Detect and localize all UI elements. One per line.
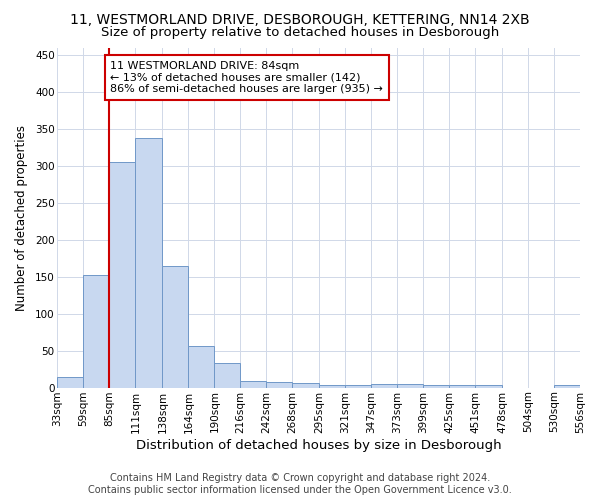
Text: 11 WESTMORLAND DRIVE: 84sqm
← 13% of detached houses are smaller (142)
86% of se: 11 WESTMORLAND DRIVE: 84sqm ← 13% of det…	[110, 61, 383, 94]
Bar	[371, 384, 397, 388]
Bar	[554, 384, 580, 388]
Bar	[423, 386, 449, 388]
Bar	[136, 138, 163, 388]
Bar	[241, 381, 266, 388]
Bar	[449, 386, 475, 388]
Bar	[475, 386, 502, 388]
Bar	[266, 382, 292, 388]
Bar	[83, 274, 109, 388]
Text: 11, WESTMORLAND DRIVE, DESBOROUGH, KETTERING, NN14 2XB: 11, WESTMORLAND DRIVE, DESBOROUGH, KETTE…	[70, 12, 530, 26]
Bar	[188, 346, 214, 388]
Bar	[109, 162, 136, 388]
Text: Contains HM Land Registry data © Crown copyright and database right 2024.
Contai: Contains HM Land Registry data © Crown c…	[88, 474, 512, 495]
Bar	[58, 376, 83, 388]
Text: Size of property relative to detached houses in Desborough: Size of property relative to detached ho…	[101, 26, 499, 39]
Y-axis label: Number of detached properties: Number of detached properties	[15, 124, 28, 310]
Bar	[345, 386, 371, 388]
Bar	[214, 364, 241, 388]
Bar	[163, 266, 188, 388]
Bar	[397, 384, 423, 388]
Bar	[292, 383, 319, 388]
Bar	[319, 386, 345, 388]
X-axis label: Distribution of detached houses by size in Desborough: Distribution of detached houses by size …	[136, 440, 502, 452]
